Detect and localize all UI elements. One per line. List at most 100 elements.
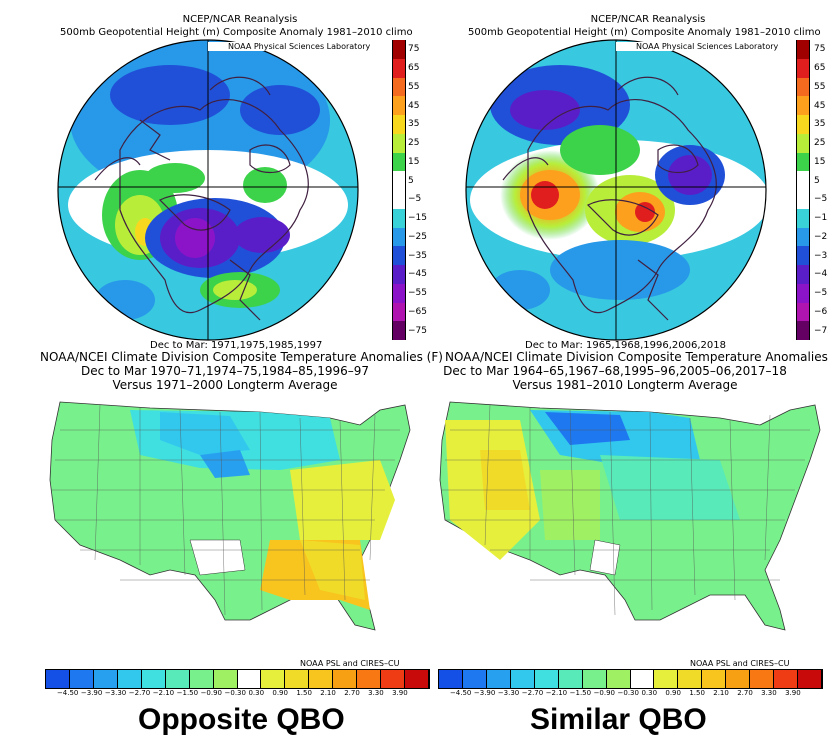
temp-colorbar-tick-label: −0.30 [617, 689, 639, 697]
height-colorbar-swatch [796, 321, 810, 340]
height-colorbar-swatch [796, 208, 810, 228]
temp-colorbar-tick-label: 3.30 [368, 689, 384, 697]
temp-colorbar-swatch [630, 670, 655, 688]
temp-colorbar-swatch [213, 670, 238, 688]
coastlines-right [502, 76, 717, 321]
temp-colorbar-tick-label: 0.90 [272, 689, 288, 697]
height-colorbar-labels-right: 75 65 55 45 35 25 15 5 −5 −15 −25 −35 −45 −55 −65 −75 [800, 40, 828, 340]
temp-colorbar-tick-label: 2.10 [713, 689, 729, 697]
temp-colorbar-tick-label: 2.70 [737, 689, 753, 697]
height-colorbar-swatch [392, 208, 406, 228]
height-colorbar-tick-label: 15 [408, 156, 420, 167]
height-colorbar-swatch [796, 96, 810, 115]
height-colorbar-tick-label: −55 [814, 288, 828, 299]
temp-colorbar-swatch [486, 670, 511, 688]
height-colorbar-swatch [796, 265, 810, 284]
us-map-right [439, 401, 821, 631]
height-colorbar-tick-label: 65 [408, 63, 420, 74]
height-colorbar-tick-label: −75 [408, 325, 427, 336]
height-colorbar-swatch [392, 96, 406, 115]
height-colorbar-tick-label: −35 [814, 250, 828, 261]
height-colorbar-tick-label: 25 [814, 138, 826, 149]
temp-colorbar-tick-label: −2.70 [521, 689, 544, 697]
temp-colorbar-swatch [333, 670, 358, 688]
caption-right: Similar QBO [530, 703, 707, 736]
temp-colorbar-swatch [726, 670, 751, 688]
period-label-right: Dec to Mar: 1965,1968,1996,2006,2018 [525, 340, 726, 351]
height-colorbar-swatch [796, 246, 810, 265]
height-colorbar-swatch [796, 171, 810, 190]
temp-colorbar-swatch [405, 670, 429, 688]
height-colorbar-tick-label: 5 [408, 175, 414, 186]
height-colorbar-right [796, 40, 810, 340]
baseline-left: Versus 1971–2000 Longterm Average [112, 378, 338, 392]
temp-colorbar-swatch [309, 670, 334, 688]
height-colorbar-tick-label: −45 [408, 269, 427, 280]
temp-colorbar-tick-label: −3.30 [497, 689, 520, 697]
height-colorbar-swatch [796, 283, 810, 303]
temp-colorbar-swatch [237, 670, 262, 688]
temp-colorbar-swatch [46, 670, 70, 688]
temp-colorbar-tick-label: −1.50 [569, 689, 592, 697]
height-colorbar-swatch [796, 190, 810, 209]
height-colorbar-swatch [392, 40, 406, 59]
temp-colorbar-swatch [381, 670, 406, 688]
height-colorbar-swatch [392, 190, 406, 209]
temp-colorbar-tick-label: −1.50 [176, 689, 199, 697]
temp-colorbar-tick-label: −2.10 [545, 689, 568, 697]
height-colorbar-swatch [392, 246, 406, 265]
height-colorbar-swatch [392, 58, 406, 78]
height-colorbar-swatch [392, 171, 406, 190]
height-colorbar-tick-label: −5 [814, 194, 828, 205]
height-colorbar-tick-label: −65 [408, 306, 427, 317]
height-colorbar-swatch [392, 302, 406, 322]
temp-colorbar-tick-label: −3.30 [104, 689, 127, 697]
temp-colorbar-swatch [702, 670, 727, 688]
polar-map-left [58, 40, 358, 340]
height-colorbar-labels-left: 75 65 55 45 35 25 15 5 −5 −15 −25 −35 −45 −55 −65 −75 [408, 40, 438, 340]
height-title-left: 500mb Geopotential Height (m) Composite … [60, 27, 413, 38]
height-colorbar-swatch [796, 115, 810, 134]
temp-colorbar-swatch [285, 670, 310, 688]
height-colorbar-tick-label: −15 [408, 213, 427, 224]
temp-colorbar-tick-label: −2.70 [128, 689, 151, 697]
height-colorbar-tick-label: −5 [408, 194, 422, 205]
polar-map-right [466, 40, 766, 340]
height-colorbar-swatch [796, 227, 810, 247]
height-colorbar-swatch [392, 152, 406, 172]
height-colorbar-swatch [392, 321, 406, 340]
temp-colorbar-swatch [606, 670, 631, 688]
temp-colorbar-tick-label: 3.90 [392, 689, 408, 697]
temp-colorbar-tick-label: −4.50 [56, 689, 79, 697]
height-colorbar-swatch [392, 265, 406, 284]
height-colorbar-tick-label: −35 [408, 250, 427, 261]
temp-colorbar-tick-label: −3.90 [473, 689, 496, 697]
lab-label-right: NOAA Physical Sciences Laboratory [636, 42, 779, 51]
height-colorbar-tick-label: −15 [814, 213, 828, 224]
temp-colorbar-swatch [189, 670, 214, 688]
height-colorbar-swatch [796, 77, 810, 97]
temp-colorbar-swatch [357, 670, 382, 688]
temp-colorbar-left [45, 669, 430, 689]
height-colorbar-swatch [796, 40, 810, 59]
temp-colorbar-swatch [654, 670, 679, 688]
temp-colorbar-swatch [261, 670, 286, 688]
height-colorbar-swatch [796, 58, 810, 78]
temp-colorbar-swatch [534, 670, 559, 688]
temp-colorbar-tick-label: −0.90 [593, 689, 616, 697]
height-colorbar-tick-label: 45 [814, 100, 826, 111]
temp-colorbar-swatch [582, 670, 607, 688]
temp-colorbar-swatch [93, 670, 118, 688]
temp-colorbar-tick-label: 0.90 [665, 689, 681, 697]
temp-title-left: NOAA/NCEI Climate Division Composite Tem… [40, 350, 443, 364]
temp-colorbar-swatch [165, 670, 190, 688]
temp-colorbar-tick-label: 0.30 [248, 689, 265, 697]
height-colorbar-tick-label: 5 [814, 175, 820, 186]
height-colorbar-tick-label: −75 [814, 325, 828, 336]
height-colorbar-tick-label: 35 [408, 119, 420, 130]
temp-colorbar-swatch [462, 670, 487, 688]
height-colorbar-tick-label: 75 [814, 44, 826, 55]
height-colorbar-tick-label: 45 [408, 100, 420, 111]
temp-title-right: NOAA/NCEI Climate Division Composite Tem… [445, 350, 828, 364]
